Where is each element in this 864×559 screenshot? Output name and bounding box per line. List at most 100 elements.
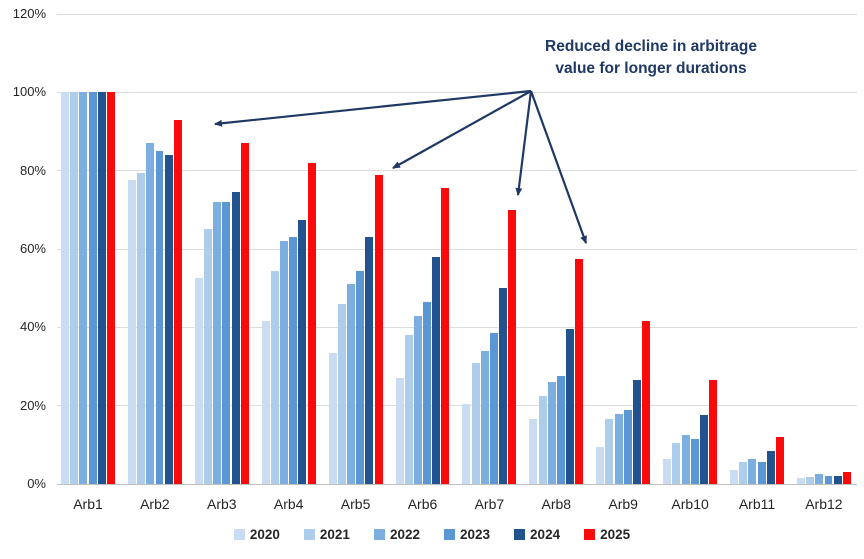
- bar-arb8-2022: [547, 382, 556, 484]
- bar-arb5-2020: [328, 352, 337, 484]
- x-axis-label: Arb5: [340, 496, 371, 512]
- annotation-text: Reduced decline in arbitrage value for l…: [520, 36, 782, 80]
- x-axis-label: Arb9: [608, 496, 638, 512]
- legend-item-2020: 2020: [233, 527, 280, 542]
- gridline: [57, 248, 857, 250]
- bar-arb3-2024: [231, 192, 240, 484]
- legend-swatch-icon: [584, 529, 596, 540]
- bar-group-arb6: [395, 14, 450, 484]
- bar-arb12-2022: [815, 474, 824, 484]
- legend-label: 2023: [460, 527, 491, 542]
- legend-item-2024: 2024: [514, 527, 560, 542]
- bar-group-arb1: [61, 14, 116, 484]
- y-axis-tick-label: 0%: [27, 476, 46, 491]
- bar-arb3-2020: [194, 278, 203, 484]
- bar-arb3-2022: [213, 202, 222, 484]
- bar-arb7-2022: [480, 350, 489, 484]
- bar-arb9-2025: [642, 321, 651, 484]
- legend-item-2022: 2022: [373, 527, 420, 542]
- bar-arb8-2020: [529, 419, 538, 484]
- bar-group-arb3: [194, 14, 249, 484]
- bar-arb2-2024: [164, 155, 173, 484]
- legend-swatch-icon: [233, 529, 245, 540]
- bar-arb3-2021: [204, 229, 213, 484]
- bar-arb5-2021: [337, 303, 346, 484]
- annotation-line-2: value for longer durations: [555, 60, 747, 77]
- bar-arb4-2024: [298, 219, 307, 484]
- bar-arb6-2021: [404, 335, 413, 484]
- bar-arb12-2023: [824, 476, 833, 484]
- x-axis-label: Arb8: [541, 496, 572, 512]
- bar-group-arb9: [596, 14, 651, 484]
- annotation-line-1: Reduced decline in arbitrage: [545, 38, 757, 55]
- bar-arb11-2020: [730, 470, 739, 484]
- bar-arb4-2020: [261, 321, 270, 484]
- legend-swatch-icon: [514, 529, 526, 540]
- bar-arb1-2025: [106, 92, 115, 484]
- plot-area: [57, 13, 857, 485]
- bar-group-arb2: [127, 14, 182, 484]
- legend: 2020 2021 2022 2023 2024 2025: [0, 527, 864, 542]
- gridline: [57, 405, 857, 407]
- x-axis-label: Arb4: [273, 496, 304, 512]
- bar-arb7-2023: [490, 333, 498, 484]
- bar-arb7-2024: [499, 288, 508, 484]
- bar-arb11-2021: [739, 462, 748, 484]
- legend-swatch-icon: [444, 529, 455, 540]
- bar-arb12-2021: [806, 477, 815, 484]
- legend-item-2025: 2025: [584, 527, 630, 542]
- bar-arb3-2025: [240, 143, 249, 484]
- bar-arb7-2025: [508, 209, 517, 484]
- bar-arb10-2023: [690, 438, 699, 484]
- bar-group-arb10: [663, 14, 718, 484]
- bar-arb4-2025: [307, 162, 316, 484]
- bar-arb8-2024: [566, 329, 575, 484]
- y-axis-tick-label: 40%: [19, 319, 46, 335]
- bar-arb10-2022: [681, 435, 690, 484]
- y-axis-tick-label: 80%: [19, 162, 46, 178]
- bar-group-arb7: [462, 14, 517, 484]
- bar-arb2-2022: [146, 143, 155, 484]
- x-axis-label: Arb3: [207, 496, 237, 512]
- bar-arb8-2025: [575, 258, 584, 484]
- bar-arb6-2022: [413, 315, 422, 484]
- bar-arb11-2025: [775, 437, 784, 484]
- legend-swatch-icon: [303, 529, 315, 540]
- bar-arb12-2020: [796, 478, 805, 484]
- bar-group-arb4: [261, 14, 316, 484]
- bar-arb8-2023: [556, 376, 565, 484]
- bar-arb12-2025: [842, 472, 851, 484]
- bar-arb6-2023: [423, 301, 432, 484]
- legend-label: 2020: [249, 527, 280, 542]
- bar-arb9-2024: [632, 380, 641, 484]
- gridline: [57, 170, 857, 172]
- bar-group-arb11: [730, 14, 785, 484]
- gridline: [57, 13, 857, 15]
- y-axis-tick-label: 100%: [12, 84, 46, 100]
- bar-group-arb5: [328, 14, 383, 484]
- bar-arb4-2021: [270, 270, 279, 484]
- bar-group-arb8: [529, 14, 584, 484]
- bar-arb11-2024: [766, 450, 775, 484]
- bar-arb3-2023: [222, 202, 231, 484]
- bar-arb1-2022: [79, 92, 88, 484]
- bar-arb10-2021: [672, 442, 681, 484]
- y-axis-tick-label: 20%: [19, 397, 46, 413]
- bar-arb1-2024: [97, 92, 106, 484]
- legend-label: 2021: [319, 527, 350, 542]
- x-axis-label: Arb1: [73, 496, 103, 512]
- bar-arb9-2022: [614, 413, 623, 484]
- legend-label: 2024: [530, 527, 561, 542]
- x-axis-label: Arb12: [805, 496, 843, 512]
- bar-arb11-2023: [757, 462, 766, 484]
- bar-group-arb12: [796, 14, 851, 484]
- bar-arb1-2020: [61, 92, 70, 484]
- bar-arb8-2021: [538, 395, 547, 484]
- gridline: [57, 326, 857, 328]
- bar-arb2-2021: [137, 172, 146, 484]
- bar-arb7-2021: [471, 362, 480, 484]
- bar-arb4-2023: [289, 237, 298, 484]
- bar-arb2-2025: [173, 119, 182, 484]
- legend-label: 2022: [389, 527, 420, 542]
